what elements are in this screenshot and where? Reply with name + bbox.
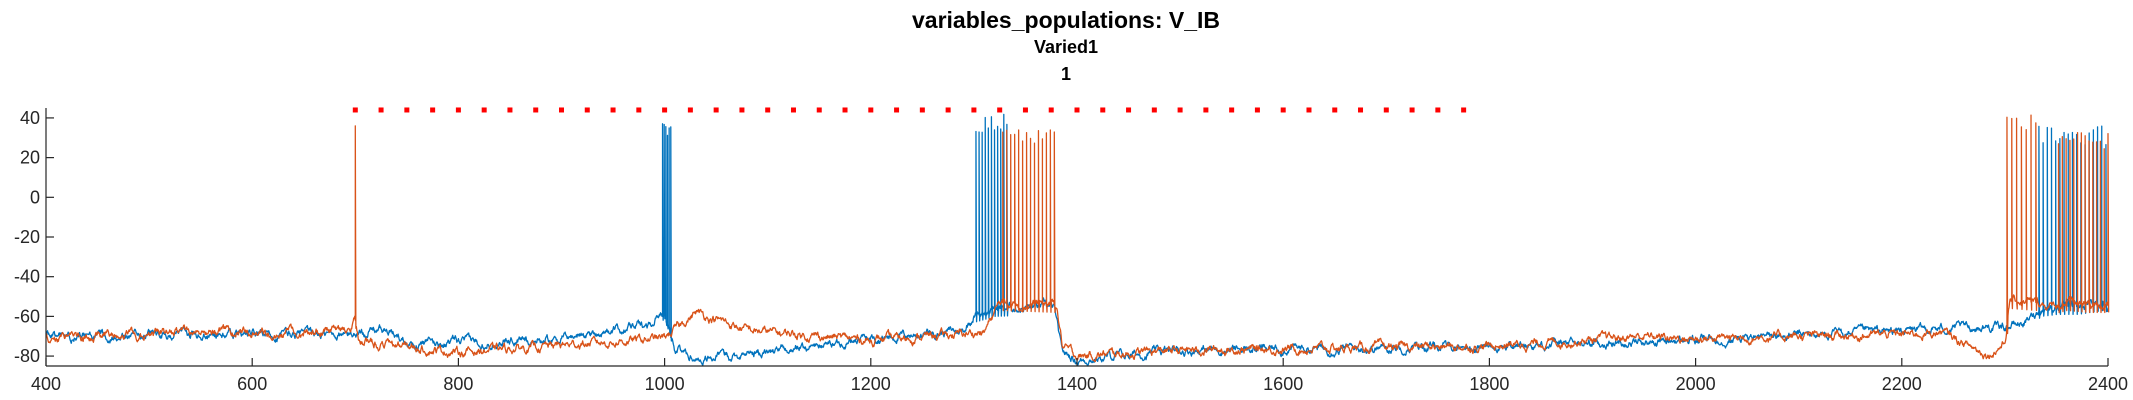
chart-subtitle-line-2: 1 bbox=[1061, 64, 1071, 84]
axis-layer: 400 600 800 1000 1200 1400 1600 1800 2000 2200 240… bbox=[14, 108, 2128, 394]
marker-dot bbox=[662, 107, 668, 113]
chart-title: variables_populations: V_IB bbox=[912, 7, 1220, 33]
marker-dot bbox=[507, 107, 513, 113]
marker-dot bbox=[1332, 107, 1338, 113]
marker-dot bbox=[842, 107, 848, 113]
marker-dot bbox=[559, 107, 564, 113]
marker-dot bbox=[430, 107, 436, 113]
marker-dot bbox=[713, 107, 719, 113]
marker-dot bbox=[584, 107, 590, 113]
marker-dot bbox=[455, 107, 461, 113]
x-tick-label: 800 bbox=[443, 374, 473, 394]
marker-dot bbox=[1203, 107, 1209, 113]
x-tick-label: 2400 bbox=[2088, 374, 2128, 394]
series-line-2 bbox=[45, 114, 2110, 363]
y-tick-label: -80 bbox=[14, 346, 40, 366]
x-tick-label: 2000 bbox=[1676, 374, 1716, 394]
marker-dot bbox=[894, 107, 900, 113]
marker-dot bbox=[533, 107, 539, 113]
x-tick-label: 1800 bbox=[1469, 374, 1509, 394]
marker-dot bbox=[868, 107, 874, 113]
marker-dot bbox=[1461, 107, 1467, 113]
marker-dot bbox=[481, 107, 487, 113]
x-tick-label: 1000 bbox=[645, 374, 685, 394]
x-tick-label: 400 bbox=[31, 374, 61, 394]
marker-dot bbox=[1409, 107, 1415, 113]
x-tick-label: 2200 bbox=[1882, 374, 1922, 394]
marker-dot bbox=[1151, 107, 1157, 113]
marker-layer bbox=[352, 107, 1467, 113]
marker-dot bbox=[1229, 107, 1235, 113]
x-tick-label: 1400 bbox=[1057, 374, 1097, 394]
marker-dot bbox=[765, 107, 771, 113]
marker-dot bbox=[1022, 107, 1028, 113]
marker-dot bbox=[1358, 107, 1364, 113]
y-tick-label: 20 bbox=[20, 148, 40, 168]
marker-dot bbox=[816, 107, 822, 113]
marker-dot bbox=[610, 107, 616, 113]
y-tick-label: -20 bbox=[14, 227, 40, 247]
marker-dot bbox=[1383, 107, 1389, 113]
marker-dot bbox=[971, 107, 977, 113]
y-tick-label: -40 bbox=[14, 267, 40, 287]
y-tick-label: 40 bbox=[20, 108, 40, 128]
marker-dot bbox=[1254, 107, 1260, 113]
x-tick-label: 600 bbox=[237, 374, 267, 394]
marker-dot bbox=[945, 107, 951, 113]
marker-dot bbox=[1074, 107, 1080, 113]
marker-dot bbox=[1126, 107, 1132, 113]
plot-area: 400 600 800 1000 1200 1400 1600 1800 2000 2200 240… bbox=[14, 107, 2128, 394]
marker-dot bbox=[1306, 107, 1312, 113]
marker-dot bbox=[404, 107, 410, 113]
marker-dot bbox=[352, 107, 358, 113]
marker-dot bbox=[1435, 107, 1441, 113]
x-tick-label: 1200 bbox=[851, 374, 891, 394]
marker-dot bbox=[687, 107, 693, 113]
marker-dot bbox=[1100, 107, 1106, 113]
marker-dot bbox=[378, 107, 384, 113]
x-tick-label: 1600 bbox=[1263, 374, 1303, 394]
marker-dot bbox=[1280, 107, 1286, 113]
chart-subtitle-line-1: Varied1 bbox=[1034, 37, 1098, 57]
marker-dot bbox=[1177, 107, 1183, 113]
y-tick-label: -60 bbox=[14, 306, 40, 326]
y-tick-label: 0 bbox=[30, 187, 40, 207]
marker-dot bbox=[919, 107, 925, 113]
marker-dot bbox=[1048, 107, 1054, 113]
marker-dot bbox=[997, 107, 1003, 113]
marker-dot bbox=[739, 107, 745, 113]
marker-dot bbox=[790, 107, 796, 113]
marker-dot bbox=[636, 107, 642, 113]
